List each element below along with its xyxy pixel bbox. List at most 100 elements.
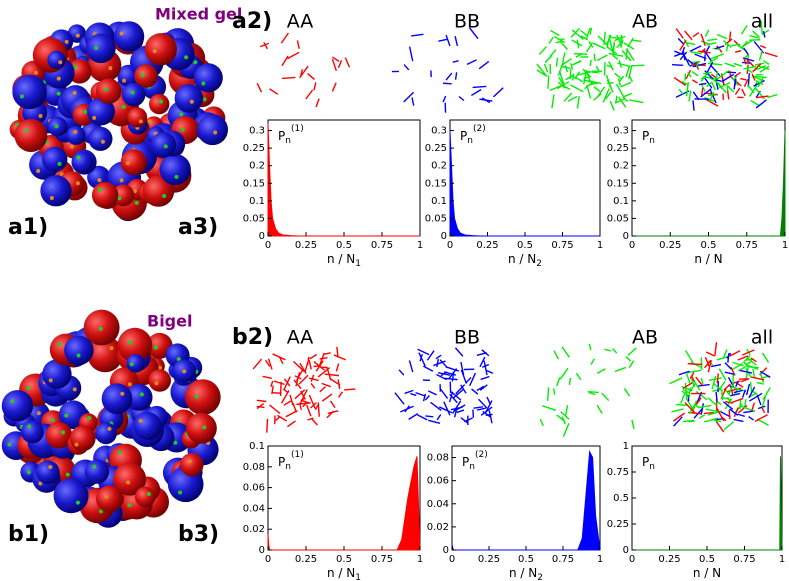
network-edge xyxy=(727,352,730,363)
sphere xyxy=(88,126,113,151)
patch xyxy=(100,139,105,144)
network-edge xyxy=(453,404,466,412)
column-header: AB xyxy=(632,11,658,33)
patch xyxy=(76,155,81,160)
network-edge xyxy=(319,386,327,393)
network-edge xyxy=(755,99,767,109)
network-edge xyxy=(608,61,614,71)
sphere xyxy=(197,114,228,146)
y-axis-label: Pn(2) xyxy=(460,124,486,146)
network-edge xyxy=(549,29,560,36)
network-edge xyxy=(618,60,623,68)
network-edge xyxy=(609,100,615,111)
network-edge xyxy=(344,57,351,68)
patch xyxy=(163,144,168,149)
y-tick-label: 0.25 xyxy=(607,143,629,154)
network-edge xyxy=(722,401,734,410)
network-edge xyxy=(438,38,448,42)
network-edge xyxy=(281,76,296,80)
x-label-main: n / N xyxy=(693,566,721,580)
network-edge xyxy=(724,62,736,68)
network-edge xyxy=(753,79,765,87)
patch xyxy=(36,411,41,416)
network-edge xyxy=(473,406,484,409)
network-edge xyxy=(704,357,710,367)
network-edge xyxy=(443,82,452,85)
y-label-sub: n xyxy=(467,136,473,146)
y-axis-label: Pn(1) xyxy=(278,450,304,472)
network-edge xyxy=(539,418,544,427)
patch xyxy=(127,382,132,387)
network-edge xyxy=(734,387,739,395)
patch xyxy=(119,178,124,183)
patch xyxy=(174,174,179,179)
network-edge xyxy=(476,385,485,392)
sphere xyxy=(144,33,178,66)
sphere xyxy=(69,425,96,452)
patch xyxy=(139,392,144,397)
network-edge xyxy=(596,54,608,62)
network-edge xyxy=(688,90,692,102)
network-edge xyxy=(559,367,569,380)
network-edge xyxy=(324,352,331,355)
network-edge xyxy=(269,404,281,415)
sphere xyxy=(47,50,66,69)
network-edge xyxy=(631,64,645,67)
network-edge xyxy=(333,354,346,361)
patch xyxy=(57,342,62,347)
network-edge xyxy=(445,72,453,81)
network-edge xyxy=(553,36,566,44)
y-tick-label: 0.1 xyxy=(613,196,629,207)
patch xyxy=(98,509,103,514)
sphere xyxy=(113,462,147,496)
network-edge xyxy=(256,402,265,410)
patch xyxy=(49,195,54,200)
y-tick-label: 0.1 xyxy=(249,441,265,452)
network-edge xyxy=(564,405,569,417)
sphere xyxy=(113,21,145,52)
network-edge xyxy=(542,405,557,411)
network-edge xyxy=(709,91,714,102)
patch xyxy=(162,193,167,198)
network-edge xyxy=(411,97,415,106)
network-edge xyxy=(557,61,565,76)
patch xyxy=(58,60,63,65)
network-edge xyxy=(620,81,632,88)
network-edge xyxy=(741,389,747,398)
network-edge xyxy=(728,409,731,420)
network-edge xyxy=(538,45,548,55)
histogram-area xyxy=(449,130,600,237)
network-edge xyxy=(726,85,729,92)
network-edge xyxy=(740,25,748,35)
network-edge xyxy=(756,418,769,427)
network-edge xyxy=(705,351,715,357)
x-tick-label: 0.75 xyxy=(551,240,573,251)
network-edge xyxy=(745,360,753,366)
network-edge xyxy=(717,70,730,80)
network-edge xyxy=(456,409,465,414)
network-edge xyxy=(584,70,599,74)
network-edge xyxy=(454,347,464,357)
network-edge xyxy=(762,387,771,400)
network-edge xyxy=(692,31,700,38)
network-edge xyxy=(571,60,582,66)
y-tick-label: 0.15 xyxy=(243,178,265,189)
network-edge xyxy=(561,65,571,69)
network-edge xyxy=(704,29,710,37)
network-edge xyxy=(743,398,747,408)
y-tick-label: 0 xyxy=(259,545,265,556)
network-edge xyxy=(604,91,612,100)
network-edge xyxy=(704,77,713,89)
network-edge xyxy=(553,350,559,360)
patch xyxy=(127,340,132,345)
network-edge xyxy=(571,29,584,41)
network-edge xyxy=(444,377,458,381)
network-edge xyxy=(313,360,326,371)
network-edge xyxy=(280,32,289,44)
network-edge xyxy=(549,85,561,92)
network-edge xyxy=(689,372,695,380)
network-edge xyxy=(480,406,493,416)
x-tick-label: 0.5 xyxy=(518,554,534,565)
network-edge xyxy=(733,389,743,394)
network-edge xyxy=(267,358,273,370)
